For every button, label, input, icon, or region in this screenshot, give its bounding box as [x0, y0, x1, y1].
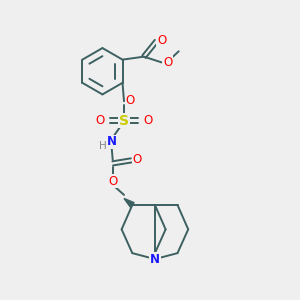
Text: O: O [133, 153, 142, 166]
Text: O: O [95, 114, 104, 127]
Text: N: N [150, 253, 160, 266]
Text: O: O [163, 56, 172, 68]
Text: N: N [106, 136, 116, 148]
Text: O: O [109, 175, 118, 188]
Text: S: S [119, 114, 129, 128]
Text: O: O [157, 34, 167, 47]
Polygon shape [124, 198, 134, 207]
Text: O: O [125, 94, 135, 107]
Text: H: H [99, 140, 106, 151]
Text: O: O [144, 114, 153, 127]
